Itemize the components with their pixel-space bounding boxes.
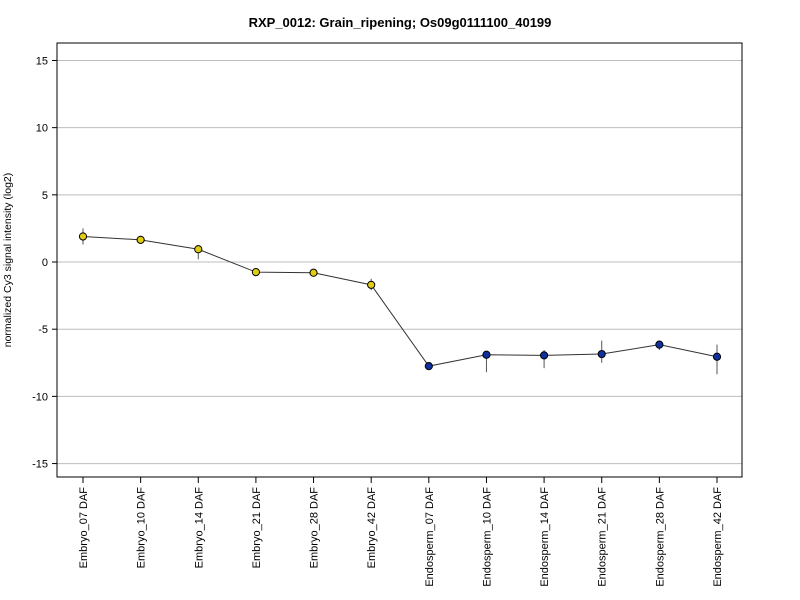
- y-tick-label: -15: [32, 459, 48, 471]
- data-point: [482, 350, 491, 359]
- data-point: [655, 340, 664, 349]
- data-point: [194, 245, 203, 254]
- x-tick-label: Embryo_10 DAF: [136, 487, 148, 569]
- series-line: [82, 235, 718, 367]
- y-tick-label: -5: [38, 324, 48, 336]
- x-tick-label: Endosperm_07 DAF: [424, 487, 436, 587]
- x-tick-label: Endosperm_14 DAF: [539, 487, 551, 587]
- data-point: [712, 352, 722, 361]
- x-axis-ticks: Embryo_07 DAF Embryo_10 DAF Embryo_14 DAF E…: [78, 477, 724, 587]
- data-point: [367, 280, 376, 289]
- data-point: [251, 267, 261, 277]
- data-point: [597, 349, 606, 359]
- y-tick-label: 5: [42, 190, 48, 202]
- x-tick-label: Embryo_07 DAF: [78, 487, 90, 569]
- x-tick-label: Embryo_21 DAF: [251, 487, 263, 569]
- series-layer: [78, 228, 722, 375]
- x-tick-label: Embryo_42 DAF: [366, 487, 378, 569]
- plot-frame: [56, 42, 743, 478]
- y-tick-label: 0: [42, 257, 48, 269]
- y-tick-label: 10: [36, 123, 48, 135]
- x-tick-label: Embryo_14 DAF: [193, 487, 205, 569]
- x-tick-label: Endosperm_21 DAF: [597, 487, 609, 587]
- y-tick-label: -10: [32, 391, 48, 403]
- x-tick-label: Embryo_28 DAF: [309, 487, 321, 569]
- x-tick-label: Endosperm_42 DAF: [712, 487, 724, 587]
- data-point: [424, 362, 433, 371]
- data-point: [136, 235, 145, 244]
- x-tick-label: Endosperm_10 DAF: [481, 487, 493, 587]
- y-axis-ticks: -15 -10 -5 0 5 10 15: [32, 55, 57, 471]
- data-point: [309, 268, 318, 277]
- chart-title: RXP_0012: Grain_ripening; Os09g0111100_4…: [249, 15, 552, 30]
- data-point: [539, 351, 549, 360]
- y-axis-label: normalized Cy3 signal intensity (log2): [2, 173, 14, 348]
- grid-lines: [57, 59, 742, 465]
- data-point: [78, 232, 88, 241]
- x-tick-label: Endosperm_28 DAF: [654, 487, 666, 587]
- y-tick-label: 15: [36, 55, 48, 67]
